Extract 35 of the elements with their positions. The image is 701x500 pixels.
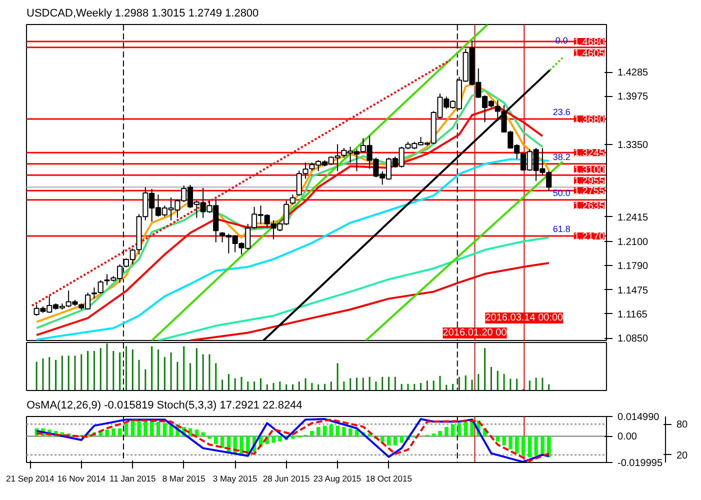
y-tick-label: 1.0850 bbox=[618, 334, 649, 345]
y-tick-label: 1.1790 bbox=[618, 260, 649, 272]
x-tick-label: 23 Aug 2015 bbox=[313, 474, 362, 484]
y-tick-label: 1.2100 bbox=[618, 236, 649, 248]
y-tick-label: -0.019995 bbox=[618, 458, 663, 469]
y2-tick-label: 20 bbox=[676, 450, 688, 462]
y-tick-label: 1.1165 bbox=[618, 309, 648, 320]
y-tick-label: 1.2415 bbox=[618, 212, 649, 224]
y-tick-label: 1.3350 bbox=[618, 140, 649, 152]
x-tick-label: 16 Nov 2014 bbox=[57, 474, 106, 484]
ref-line-label: 1.4680 bbox=[574, 37, 605, 48]
chart-title: USDCAD,Weekly 1.2988 1.3015 1.2749 1.2800 bbox=[26, 8, 259, 20]
annotation: 61.8 bbox=[552, 224, 570, 234]
chart-title: OsMA(12,26,9) -0.015819 Stoch(5,3,3) 17.2921 22.8244 bbox=[26, 400, 302, 412]
y-tick-label: 1.1475 bbox=[618, 285, 649, 296]
ref-line-label: 1.2170 bbox=[574, 231, 605, 242]
ref-line-label: 1.3100 bbox=[574, 164, 605, 176]
x-tick-label: 11 Jan 2015 bbox=[110, 474, 156, 484]
x-tick-label: 21 Sep 2014 bbox=[6, 474, 55, 484]
x-tick-label: 3 May 2015 bbox=[212, 474, 258, 484]
y-tick-label: 1.4285 bbox=[618, 68, 649, 79]
x-tick-label: 28 Jun 2015 bbox=[262, 474, 310, 484]
x-tick-label: 18 Oct 2015 bbox=[366, 474, 412, 484]
y2-tick-label: 80 bbox=[676, 420, 688, 431]
y-tick-label: 1.3975 bbox=[618, 92, 649, 103]
ref-line-label: 2016.01.20 00 bbox=[442, 328, 508, 338]
ref-line-label: 2016.03.14 00:00 bbox=[485, 312, 564, 324]
annotation: 23.6 bbox=[552, 106, 570, 117]
annotation: 38.2 bbox=[552, 152, 570, 162]
ref-line-label: 1.2635 bbox=[574, 200, 605, 212]
x-tick-label: 8 Mar 2015 bbox=[162, 474, 206, 484]
y-tick-label: 0.00 bbox=[618, 432, 638, 443]
ref-line-label: 1.4605 bbox=[574, 48, 605, 60]
ref-line-label: 1.3680 bbox=[574, 114, 605, 126]
y-tick-label: 0.014990 bbox=[618, 412, 660, 423]
